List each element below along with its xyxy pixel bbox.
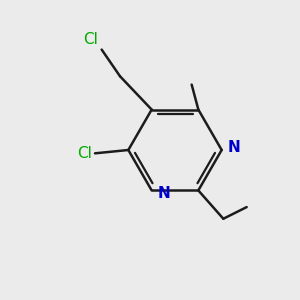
Text: N: N (158, 186, 170, 201)
Text: Cl: Cl (83, 32, 98, 47)
Text: N: N (228, 140, 240, 155)
Text: Cl: Cl (77, 146, 92, 161)
